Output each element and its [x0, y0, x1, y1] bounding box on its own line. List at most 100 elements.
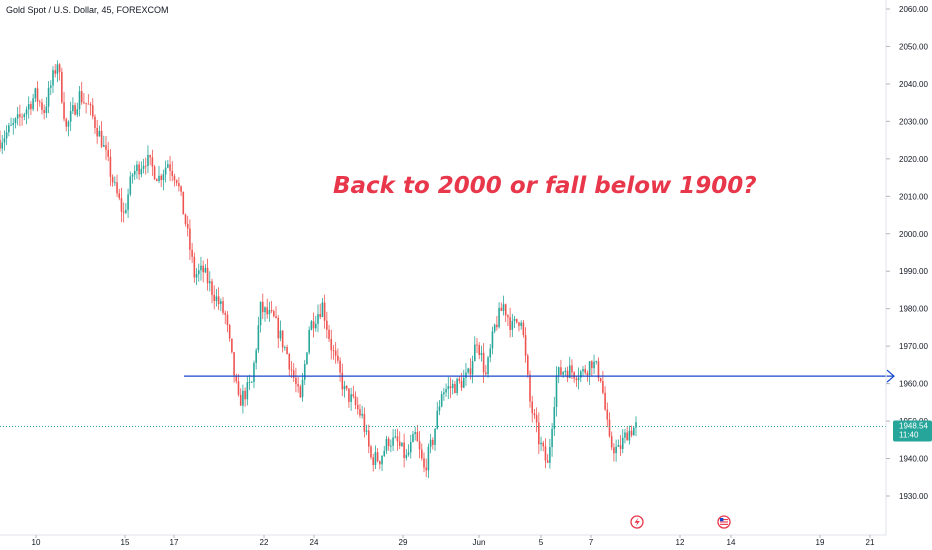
candle-body — [465, 372, 467, 378]
candle-body — [482, 352, 485, 373]
candle-body — [87, 103, 90, 105]
current-price-countdown: 11:40 — [899, 431, 919, 440]
candle-body — [45, 106, 48, 113]
candle-body — [8, 125, 10, 133]
time-axis[interactable]: 10 15 17 22 24 29 Jun 5 7 12 14 19 21 — [32, 535, 875, 547]
candle-body — [56, 64, 59, 74]
candle-body — [233, 352, 235, 376]
candle-body — [635, 422, 637, 428]
candle-body — [445, 389, 447, 393]
candle-body — [171, 170, 174, 176]
candle-body — [317, 314, 319, 324]
candle-body — [281, 330, 284, 348]
candle-body — [423, 458, 425, 468]
candle-body — [326, 320, 328, 330]
candle-body — [396, 436, 399, 442]
candle-body — [89, 104, 92, 106]
candle-body — [392, 437, 394, 446]
candle-body — [197, 270, 200, 275]
candle-body — [531, 401, 534, 414]
candle-body — [387, 438, 390, 447]
candle-body — [352, 394, 355, 397]
time-axis-label: Jun — [473, 538, 486, 547]
candle-body — [83, 102, 85, 104]
candle-body — [379, 461, 381, 465]
candle-body — [133, 170, 136, 175]
candle-body — [485, 372, 487, 375]
candle-body — [323, 302, 326, 321]
candle-body — [23, 114, 26, 117]
candle-body — [467, 368, 469, 373]
candle-body — [500, 307, 503, 311]
candle-body — [420, 449, 423, 459]
candle-series — [0, 60, 637, 479]
candle-body — [608, 419, 611, 437]
candle-body — [131, 174, 134, 177]
candle-body — [49, 85, 52, 88]
candle-body — [193, 256, 196, 278]
price-axis-label: 1960.00 — [899, 380, 928, 389]
us-flag-icon[interactable] — [717, 515, 731, 529]
price-axis-label: 1930.00 — [899, 492, 928, 501]
candle-body — [546, 460, 549, 463]
candle-body — [549, 446, 551, 463]
candle-body — [268, 310, 271, 315]
candle-body — [74, 105, 76, 115]
candle-body — [151, 157, 154, 167]
candle-body — [447, 386, 450, 390]
candle-body — [617, 445, 620, 447]
candle-body — [451, 383, 454, 388]
time-axis-label: 10 — [32, 538, 41, 547]
candle-body — [385, 438, 388, 451]
candle-body — [155, 179, 158, 182]
candle-body — [114, 182, 116, 184]
candle-body — [337, 355, 339, 361]
candle-body — [555, 375, 558, 407]
candle-body — [91, 105, 94, 117]
candle-body — [266, 307, 269, 315]
candle-body — [405, 454, 408, 459]
candle-body — [412, 434, 414, 443]
candle-body — [522, 322, 525, 336]
time-axis-label: 22 — [260, 538, 269, 547]
candle-body — [129, 176, 132, 195]
time-axis-label: 24 — [310, 538, 319, 547]
candle-body — [127, 194, 129, 210]
candle-body — [632, 427, 635, 436]
candle-body — [540, 442, 542, 445]
lightning-icon[interactable] — [630, 515, 644, 529]
candle-body — [363, 413, 366, 432]
candle-body — [61, 71, 63, 103]
candle-body — [566, 370, 569, 378]
candle-body — [259, 301, 262, 326]
candle-body — [239, 394, 242, 406]
candle-body — [604, 392, 606, 410]
candle-body — [454, 383, 456, 394]
candle-body — [217, 296, 220, 305]
candle-body — [526, 355, 529, 375]
candle-body — [189, 228, 191, 250]
price-axis-label: 2030.00 — [899, 117, 928, 126]
candle-body — [160, 175, 163, 181]
candle-body — [200, 265, 202, 271]
candle-body — [348, 388, 350, 402]
candle-body — [224, 312, 227, 315]
horizontal-level-arrow-icon — [886, 369, 895, 383]
candle-body — [102, 145, 105, 147]
candle-body — [116, 182, 118, 194]
candle-body — [365, 430, 368, 432]
candle-body — [78, 91, 81, 110]
candle-body — [610, 436, 613, 448]
candle-body — [118, 193, 121, 199]
candle-body — [599, 378, 602, 382]
candle-body — [43, 110, 45, 113]
price-axis-label: 1980.00 — [899, 305, 928, 314]
candle-body — [529, 374, 531, 402]
candle-body — [246, 382, 249, 400]
candle-body — [487, 357, 489, 375]
candle-body — [250, 381, 253, 383]
time-axis-label: 29 — [399, 538, 408, 547]
candle-body — [571, 365, 573, 373]
candle-body — [354, 396, 357, 406]
